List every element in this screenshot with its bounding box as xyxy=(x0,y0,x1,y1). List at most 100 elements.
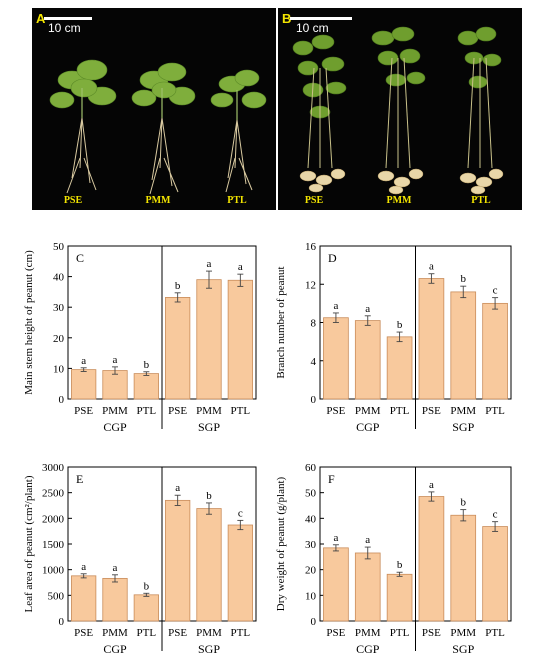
y-axis-label-c: Main stem height of peanut (cm) xyxy=(23,250,35,395)
bar-d-0 xyxy=(323,317,349,400)
x-tick-label-c-0: PSE xyxy=(74,405,93,417)
y-tick-label-d-3: 12 xyxy=(305,279,316,291)
scale-text-a: 10 cm xyxy=(48,21,81,35)
bar-c-1 xyxy=(102,370,128,400)
y-tick-label-f-4: 40 xyxy=(305,513,317,525)
y-tick-label-c-4: 40 xyxy=(53,272,65,284)
sig-letter-c-5: a xyxy=(238,261,243,273)
y-tick-label-f-1: 10 xyxy=(305,590,317,602)
plant-label-b-2: PMM xyxy=(386,195,412,206)
sig-letter-c-0: a xyxy=(81,355,86,367)
sig-letter-c-1: a xyxy=(113,354,118,366)
x-tick-label-c-4: PMM xyxy=(196,405,222,417)
x-tick-label-d-5: PTL xyxy=(485,405,505,417)
sig-letter-d-3: a xyxy=(429,261,434,273)
y-tick-label-e-1: 500 xyxy=(48,590,65,602)
sig-letter-e-1: a xyxy=(113,562,118,574)
x-tick-label-f-3: PSE xyxy=(422,627,441,639)
sig-letter-f-3: a xyxy=(429,479,434,491)
y-axis-label-e: Leaf area of peanut (cm²/plant) xyxy=(23,475,35,612)
sig-letter-e-3: a xyxy=(175,482,180,494)
sig-letter-e-4: b xyxy=(206,490,212,502)
y-tick-label-e-5: 2500 xyxy=(42,488,65,500)
y-tick-label-f-0: 0 xyxy=(311,616,317,628)
plants-illustration-b xyxy=(292,26,504,195)
x-tick-label-d-2: PTL xyxy=(390,405,410,417)
group-label-e-1: SGP xyxy=(198,642,220,656)
x-tick-label-d-1: PMM xyxy=(355,405,381,417)
bar-c-5 xyxy=(227,279,253,400)
sig-letter-e-5: c xyxy=(238,507,243,519)
bar-f-1 xyxy=(354,552,381,622)
bar-e-4 xyxy=(196,508,222,622)
sig-letter-f-1: a xyxy=(365,534,370,546)
bar-e-2 xyxy=(133,594,159,622)
bar-c-3 xyxy=(165,297,191,400)
sig-letter-d-2: b xyxy=(397,319,403,331)
sig-letter-c-3: b xyxy=(175,280,181,292)
y-tick-label-e-0: 0 xyxy=(59,616,65,628)
photo-panel-b: B 10 cm PSE PMM PTL xyxy=(278,8,522,210)
y-tick-label-d-2: 8 xyxy=(311,318,317,330)
bar-d-5 xyxy=(482,302,508,400)
x-tick-label-c-3: PSE xyxy=(168,405,187,417)
sig-letter-d-0: a xyxy=(333,300,338,312)
x-tick-label-d-0: PSE xyxy=(326,405,345,417)
bar-e-1 xyxy=(102,577,128,622)
sig-letter-f-0: a xyxy=(333,532,338,544)
x-tick-label-c-5: PTL xyxy=(231,405,251,417)
x-tick-label-c-2: PTL xyxy=(137,405,157,417)
panel-letter-a: A xyxy=(36,11,46,26)
bar-d-4 xyxy=(450,291,477,400)
sig-letter-e-2: b xyxy=(144,580,150,592)
sig-letter-f-4: b xyxy=(461,497,467,509)
scale-text-b: 10 cm xyxy=(296,21,329,35)
y-tick-label-c-2: 20 xyxy=(53,333,65,345)
panel-letter-f: F xyxy=(328,472,335,486)
bar-f-5 xyxy=(482,526,508,622)
panel-letter-b: B xyxy=(282,11,292,26)
x-tick-label-e-3: PSE xyxy=(168,627,187,639)
group-label-c-0: CGP xyxy=(103,420,127,434)
x-tick-label-f-2: PTL xyxy=(390,627,410,639)
bar-e-0 xyxy=(71,575,97,622)
y-tick-label-f-3: 30 xyxy=(305,539,317,551)
y-tick-label-c-0: 0 xyxy=(59,394,65,406)
y-tick-label-e-2: 1000 xyxy=(42,565,65,577)
x-tick-label-c-1: PMM xyxy=(102,405,128,417)
plant-label-a-1: PSE xyxy=(63,195,83,206)
sig-letter-d-4: b xyxy=(461,273,467,285)
y-tick-label-e-4: 2000 xyxy=(42,513,65,525)
x-tick-label-e-1: PMM xyxy=(102,627,128,639)
y-tick-label-d-0: 0 xyxy=(311,394,317,406)
x-tick-label-d-4: PMM xyxy=(450,405,476,417)
x-tick-label-e-0: PSE xyxy=(74,627,93,639)
chart-e: 0 500 1000 1500 2000 2500 3000 a PSE a PMM b PTL a PSE… xyxy=(23,462,257,656)
y-axis-label-f: Dry weight of peanut (g/plant) xyxy=(275,476,287,611)
group-label-c-1: SGP xyxy=(198,420,220,434)
panel-letter-c: C xyxy=(76,251,84,265)
y-tick-label-d-1: 4 xyxy=(311,356,317,368)
sig-letter-e-0: a xyxy=(81,561,86,573)
x-tick-label-e-5: PTL xyxy=(231,627,251,639)
scale-bar-a xyxy=(44,17,92,20)
bar-c-0 xyxy=(71,369,97,400)
chart-c: 0 10 20 30 40 50 a PSE a PMM b PTL b PSE a PMM a PTL CGP SG… xyxy=(23,241,257,434)
group-label-f-1: SGP xyxy=(452,642,474,656)
y-tick-label-f-5: 50 xyxy=(305,488,317,500)
bar-e-3 xyxy=(165,499,191,622)
photo-panel-a: A 10 cm PSE PMM PTL xyxy=(32,8,276,210)
panel-letter-d: D xyxy=(328,251,337,265)
group-label-d-0: CGP xyxy=(356,420,380,434)
chart-d: 0 4 8 12 16 a PSE a PMM b PTL a PSE b PMM c PTL CGP SGP D Br… xyxy=(275,241,512,434)
sig-letter-c-2: b xyxy=(144,359,150,371)
y-tick-label-e-6: 3000 xyxy=(42,462,65,474)
sig-letter-d-1: a xyxy=(365,303,370,315)
bar-d-1 xyxy=(354,320,381,400)
y-tick-label-c-1: 10 xyxy=(53,363,65,375)
bar-d-2 xyxy=(386,336,413,400)
x-tick-label-f-0: PSE xyxy=(326,627,345,639)
x-tick-label-f-5: PTL xyxy=(485,627,505,639)
y-tick-label-f-2: 20 xyxy=(305,565,317,577)
